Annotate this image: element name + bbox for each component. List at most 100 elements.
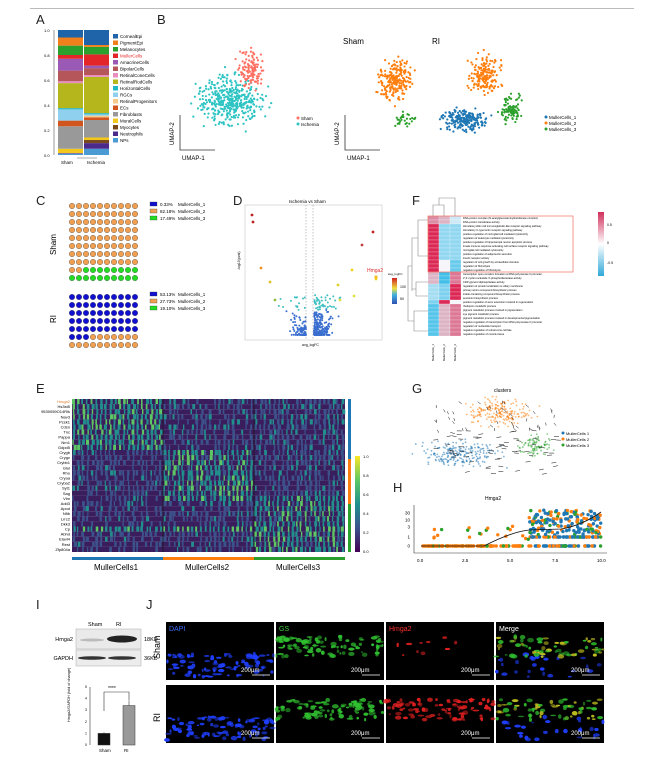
velocity-arrow bbox=[498, 465, 504, 468]
expression-stripe bbox=[246, 531, 248, 537]
umap-point-ischemia bbox=[211, 116, 214, 119]
expression-stripe bbox=[149, 526, 152, 532]
waffle-dot bbox=[131, 250, 138, 257]
umap-point-ischemia bbox=[228, 124, 231, 128]
velocity-arrow bbox=[537, 424, 539, 428]
expression-stripe bbox=[218, 536, 220, 542]
cell-point bbox=[491, 404, 494, 407]
expression-stripe bbox=[149, 414, 153, 420]
waffle-dot bbox=[124, 275, 131, 282]
cell-point bbox=[589, 523, 593, 528]
expression-stripe bbox=[263, 526, 267, 532]
cell-point bbox=[439, 527, 444, 532]
expression-stripe bbox=[95, 546, 98, 552]
expression-stripe bbox=[140, 404, 143, 410]
umap-point-mc3 bbox=[397, 118, 400, 121]
umap-point-ischemia bbox=[264, 115, 267, 118]
umap-point-mc2 bbox=[483, 86, 486, 89]
expression-stripe bbox=[176, 409, 179, 415]
expression-stripe bbox=[285, 399, 288, 405]
signal-speck bbox=[167, 653, 170, 656]
cell-point bbox=[517, 438, 520, 441]
umap-point-ischemia bbox=[249, 106, 252, 109]
volcano-point-significant bbox=[250, 213, 254, 217]
expression-stripe bbox=[146, 480, 150, 486]
umap-point-mc2 bbox=[485, 76, 488, 79]
umap-point-mc2 bbox=[402, 97, 405, 101]
heatmap-cell bbox=[449, 311, 462, 317]
expression-stripe bbox=[268, 541, 271, 547]
umap-point-ischemia bbox=[231, 103, 235, 106]
expression-stripe bbox=[290, 511, 293, 517]
expression-stripe bbox=[96, 531, 100, 537]
umap-point-sham bbox=[234, 57, 237, 61]
umap-point-ischemia bbox=[261, 97, 264, 101]
expression-stripe bbox=[178, 460, 181, 466]
cell-point bbox=[554, 508, 559, 513]
expression-stripe bbox=[296, 465, 298, 471]
cell-point bbox=[533, 454, 536, 457]
umap-point-ischemia bbox=[261, 93, 264, 96]
waffle-dot bbox=[89, 326, 96, 333]
cell-point bbox=[581, 535, 585, 539]
signal-speck bbox=[204, 669, 211, 672]
expression-stripe bbox=[141, 531, 144, 537]
umap-point-sham bbox=[251, 78, 255, 82]
expression-stripe bbox=[141, 450, 144, 456]
umap-point-ischemia bbox=[229, 88, 232, 91]
expression-stripe bbox=[191, 450, 195, 456]
heatmap-cell bbox=[427, 299, 440, 305]
expression-stripe bbox=[328, 495, 331, 501]
expression-stripe bbox=[301, 475, 303, 481]
umap-point-ischemia bbox=[250, 99, 253, 102]
umap-point-mc3 bbox=[505, 108, 508, 111]
expression-stripe bbox=[237, 419, 240, 425]
expression-stripe bbox=[160, 450, 163, 456]
expression-stripe bbox=[277, 536, 280, 542]
expression-stripe bbox=[309, 480, 313, 486]
cell-point bbox=[436, 456, 438, 458]
volcano-point bbox=[302, 297, 305, 300]
waffle-dot bbox=[96, 210, 103, 217]
gene-label: Cryba2 bbox=[57, 481, 71, 486]
waffle-dot bbox=[75, 226, 82, 233]
waffle-dot bbox=[68, 342, 75, 349]
expression-stripe bbox=[163, 485, 166, 491]
umap-point-ischemia bbox=[220, 91, 223, 94]
expression-stripe bbox=[113, 439, 116, 445]
colorbar-tick: -0.5 bbox=[607, 261, 613, 265]
umap-point-ischemia bbox=[214, 90, 217, 93]
expression-stripe bbox=[255, 501, 259, 507]
expression-stripe bbox=[268, 490, 270, 496]
expression-stripe bbox=[278, 516, 282, 522]
expression-stripe bbox=[73, 414, 75, 420]
volcano-point bbox=[326, 301, 329, 304]
umap-point-ischemia bbox=[229, 113, 232, 116]
signal-speck bbox=[264, 725, 268, 728]
colorbar-tick: 0.8 bbox=[363, 473, 369, 478]
volcano-point bbox=[321, 327, 324, 330]
bar-segment-fibroblasts bbox=[84, 120, 109, 138]
cell-point bbox=[576, 517, 580, 522]
expression-stripe bbox=[327, 531, 330, 537]
expression-stripe bbox=[300, 516, 303, 522]
heatmap-row bbox=[72, 419, 345, 425]
expression-stripe bbox=[86, 470, 89, 476]
umap-point-ischemia bbox=[245, 118, 248, 122]
umap-point-mc3 bbox=[506, 109, 509, 112]
heatmap-cell bbox=[427, 331, 440, 337]
expression-stripe bbox=[86, 475, 89, 481]
expression-stripe bbox=[296, 439, 300, 445]
expression-stripe bbox=[110, 531, 113, 537]
expression-stripe bbox=[145, 404, 148, 410]
expression-stripe bbox=[86, 419, 90, 425]
expression-stripe bbox=[118, 414, 122, 420]
umap-point-mc2 bbox=[389, 86, 392, 89]
expression-stripe bbox=[214, 439, 217, 445]
velocity-arrow bbox=[488, 452, 493, 454]
expression-stripe bbox=[95, 485, 98, 491]
expression-stripe bbox=[159, 475, 162, 481]
cell-point bbox=[537, 439, 540, 441]
expression-stripe bbox=[95, 541, 99, 547]
